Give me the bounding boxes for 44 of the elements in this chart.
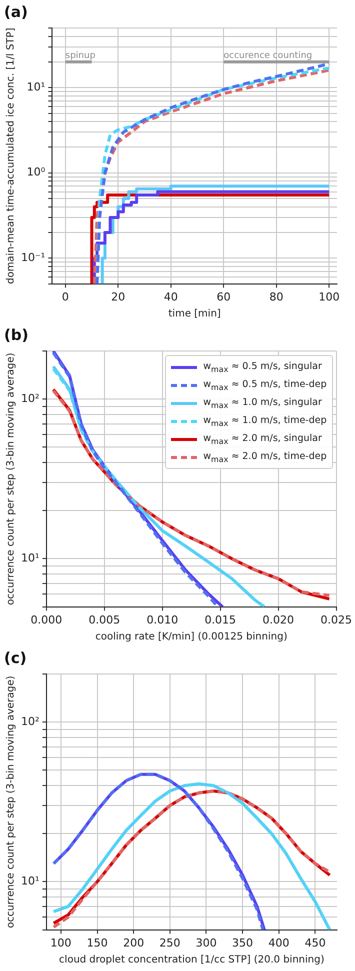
- y-axis-title: occurrence count per step (3-bin moving average): [6, 352, 17, 606]
- y-tick-label: 10¹: [20, 874, 40, 888]
- x-tick-label: 450: [304, 936, 326, 950]
- x-tick-label: 0.020: [262, 613, 294, 626]
- x-tick-label: 250: [159, 936, 180, 950]
- legend-label: w$_{max}$ ≈ 0.5 m/s, time-dep: [203, 378, 327, 392]
- x-tick-label: 60: [216, 290, 231, 304]
- x-axis-title: cloud droplet concentration [1/cc STP] (20.0 binning): [59, 954, 324, 966]
- x-tick-label: 80: [269, 290, 284, 304]
- x-axis-title: cooling rate [K/min] (0.00125 binning): [95, 632, 288, 643]
- x-tick-label: 200: [123, 936, 144, 950]
- chart-title: (a): [4, 2, 28, 21]
- legend-label: w$_{max}$ ≈ 1.0 m/s, time-dep: [203, 414, 327, 428]
- legend-label: w$_{max}$ ≈ 1.0 m/s, singular: [203, 396, 322, 410]
- x-tick-label: 100: [318, 290, 340, 304]
- chart-title: (b): [4, 326, 28, 344]
- legend-label: w$_{max}$ ≈ 0.5 m/s, singular: [203, 360, 322, 374]
- x-tick-label: 0: [62, 290, 69, 304]
- x-tick-label: 100: [50, 936, 72, 950]
- legend-label: w$_{max}$ ≈ 2.0 m/s, time-dep: [203, 450, 327, 464]
- y-tick-label: 10¹: [26, 80, 46, 94]
- y-axis-title: domain-mean time-accumulated ice conc. [1/l STP]: [6, 28, 17, 284]
- y-axis-title: occurrence count per step (3-bin moving average): [6, 676, 17, 928]
- legend-label: w$_{max}$ ≈ 2.0 m/s, singular: [203, 432, 322, 446]
- annotation: spinup: [65, 50, 96, 61]
- x-tick-label: 0.015: [204, 613, 236, 626]
- x-tick-label: 20: [111, 290, 126, 304]
- x-tick-label: 300: [196, 936, 217, 950]
- x-tick-label: 350: [232, 936, 254, 950]
- annotation: occurence counting: [224, 50, 312, 61]
- y-tick-label: 10⁻¹: [20, 250, 46, 264]
- x-tick-label: 0.005: [88, 613, 120, 626]
- y-tick-label: 10⁰: [26, 166, 46, 179]
- x-tick-label: 0.010: [146, 613, 178, 626]
- y-tick-label: 10²: [20, 392, 40, 405]
- x-tick-label: 0.000: [30, 613, 62, 626]
- x-tick-label: 0.025: [320, 613, 352, 626]
- x-tick-label: 40: [164, 290, 178, 304]
- x-tick-label: 400: [268, 936, 290, 950]
- chart-title: (c): [4, 648, 27, 667]
- x-axis-title: time [min]: [168, 308, 221, 320]
- x-tick-label: 150: [86, 936, 108, 950]
- y-tick-label: 10¹: [20, 552, 40, 565]
- y-tick-label: 10²: [20, 714, 40, 728]
